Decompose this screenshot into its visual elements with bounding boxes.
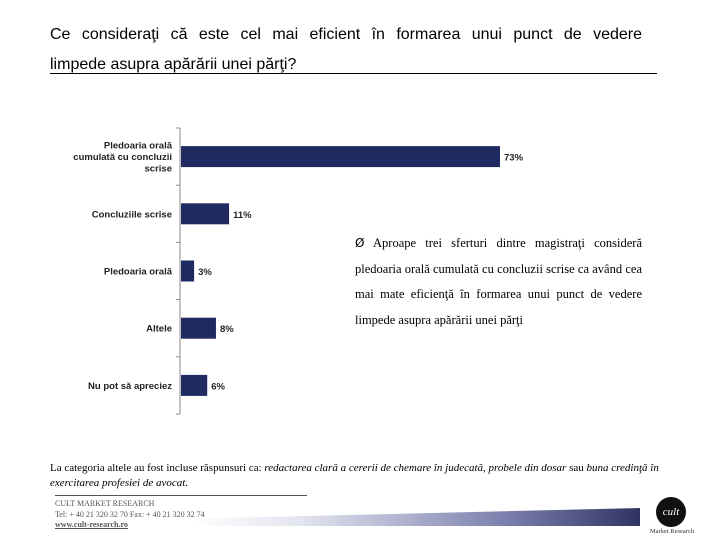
category-label-4: Nu pot să apreciez <box>88 381 172 392</box>
category-label-line: Pledoaria orală <box>104 267 173 278</box>
footer-website-link[interactable]: www.cult-research.ro <box>55 520 128 529</box>
bar-chart: 73%Pledoaria orală cumulată cu concluzii s… <box>73 127 524 415</box>
bar-1 <box>181 203 230 225</box>
footnote: La categoria altele au fost incluse răsp… <box>50 461 670 490</box>
value-label-2: 3% <box>198 267 212 278</box>
category-label-2: Pledoaria orală <box>104 267 173 278</box>
category-label-line: Pledoaria orală <box>104 141 173 152</box>
category-label-1: Concluziile scrise <box>92 209 172 220</box>
value-label-1: 11% <box>233 210 252 221</box>
footer-divider <box>55 495 307 496</box>
page-title-line-1: Ce consideraţi că este cel mai eficient … <box>50 26 642 43</box>
category-label-line: Nu pot să apreciez <box>88 381 172 392</box>
key-finding: Ø Aproape trei sferturi dintre magistraţ… <box>355 231 642 333</box>
footnote-lead: La categoria altele au fost incluse răsp… <box>50 462 265 474</box>
footer-contact: CULT MARKET RESEARCH Tel: + 40 21 320 32… <box>55 499 205 531</box>
footnote-middle: sau <box>566 462 587 474</box>
category-label-line: Altele <box>146 324 172 335</box>
footer-phone: Tel: + 40 21 320 32 70 Fax: + 40 21 320 … <box>55 509 205 519</box>
company-logo-caption: Market Research <box>649 528 695 535</box>
company-logo: cult <box>656 497 686 527</box>
value-label-4: 6% <box>211 381 225 392</box>
category-label-line: Concluziile scrise <box>92 209 172 220</box>
title-underline <box>50 73 657 74</box>
page-title-line-2: limpede asupra apărării unei părţi? <box>50 56 297 73</box>
footer-gradient-band <box>190 508 640 526</box>
bar-0 <box>181 146 501 168</box>
bar-4 <box>181 374 208 396</box>
category-label-line: scrise <box>145 164 172 175</box>
value-label-0: 73% <box>504 153 524 164</box>
footnote-examples-2: buna credinţă în exercitarea profesiei d… <box>50 462 659 489</box>
footnote-examples: redactarea clară a cererii de chemare în… <box>264 462 567 474</box>
footer-company: CULT MARKET RESEARCH <box>55 499 155 508</box>
key-finding-text: Aproape trei sferturi dintre magistraţi … <box>355 236 642 327</box>
bullet-arrow-icon: Ø <box>355 236 365 250</box>
value-label-3: 8% <box>220 324 234 335</box>
category-label-0: Pledoaria orală cumulată cu concluzii scri… <box>73 141 172 175</box>
category-label-3: Altele <box>146 324 172 335</box>
category-label-line: cumulată cu concluzii <box>73 152 172 163</box>
bar-2 <box>181 260 195 282</box>
bar-3 <box>181 317 216 339</box>
